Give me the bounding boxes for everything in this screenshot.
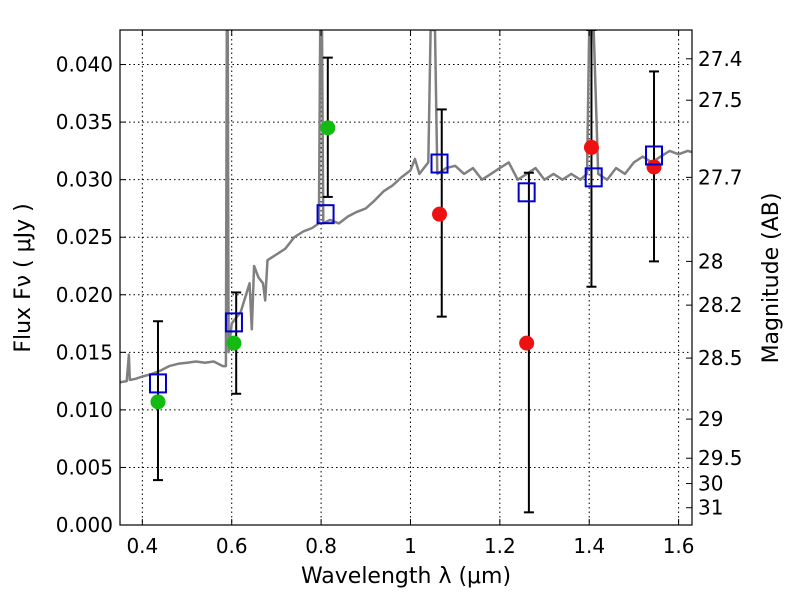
y2-tick-label: 27.4 (698, 47, 743, 71)
y2-tick-label: 29.5 (698, 446, 743, 470)
y-tick-label: 0.035 (56, 110, 113, 134)
y2-tick-label: 27.5 (698, 88, 743, 112)
x-tick-label: 0.6 (216, 534, 248, 558)
y2-tick-label: 31 (698, 496, 723, 520)
y-tick-label: 0.040 (56, 53, 113, 77)
x-tick-label: 0.4 (126, 534, 158, 558)
nondetection-point (519, 335, 535, 351)
y2-tick-label: 28.5 (698, 346, 743, 370)
x-axis-label: Wavelength λ (μm) (301, 564, 511, 589)
y2-tick-label: 28 (698, 249, 723, 273)
plot-frame (119, 29, 693, 526)
ticks: 0.4 0.6 0.8 1 1.2 1.4 1.6 0.000 0.005 0.010 0.015 0… (56, 30, 743, 558)
x-tick-label: 1.4 (573, 534, 605, 558)
y-tick-label: 0.030 (56, 168, 113, 192)
x-tick-label: 1 (404, 534, 417, 558)
y-axis-label: Flux Fν ( μJy ) (11, 203, 36, 352)
nondetection-point (646, 159, 662, 175)
x-tick-label: 0.8 (305, 534, 337, 558)
x-tick-label: 1.6 (663, 534, 695, 558)
model-photometry-square (224, 312, 243, 333)
y2-tick-label: 29 (698, 407, 723, 431)
model-photometry-square (645, 145, 664, 166)
x-tick-label: 1.2 (484, 534, 516, 558)
model-photometry-square (148, 373, 167, 394)
model-photometry-square (517, 182, 536, 203)
y2-axis-label: Magnitude (AB) (759, 193, 784, 364)
y2-tick-label: 27.7 (698, 165, 743, 189)
y2-tick-label: 28.2 (698, 293, 743, 317)
plot-data (120, 30, 692, 514)
model-photometry-square (584, 167, 603, 188)
y-tick-label: 0.020 (56, 283, 113, 307)
nondetection-point (583, 139, 599, 155)
detection-point (226, 335, 242, 351)
model-photometry-square (316, 204, 335, 225)
y2-tick-label: 30 (698, 472, 723, 496)
y-tick-label: 0.000 (56, 513, 113, 537)
y-tick-label: 0.005 (56, 455, 113, 479)
y-tick-label: 0.015 (56, 340, 113, 364)
y-tick-label: 0.025 (56, 225, 113, 249)
detection-point (150, 394, 166, 410)
detection-point (320, 120, 336, 136)
grid (120, 30, 692, 526)
model-photometry-square (430, 153, 449, 174)
y-tick-label: 0.010 (56, 398, 113, 422)
nondetection-point (432, 206, 448, 222)
